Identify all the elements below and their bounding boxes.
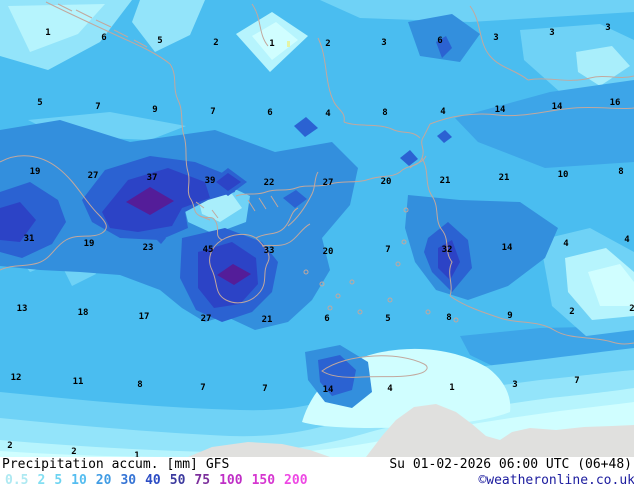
scale-value-200: 200 <box>284 473 308 488</box>
scale-value-40: 40 <box>145 473 161 488</box>
scale-value-10: 10 <box>71 473 87 488</box>
copyright-credit: ©weatheronline.co.uk <box>478 473 634 488</box>
valid-datetime: Su 01-02-2026 06:00 UTC (06+48) <box>389 457 632 472</box>
legend-title: Precipitation accum. <box>2 457 159 472</box>
legend-title-row: Precipitation accum. [mm] GFS Su 01-02-2… <box>0 457 632 473</box>
legend-unit: [mm] <box>166 457 198 472</box>
scale-value-0.5: 0.5 <box>5 473 29 488</box>
legend-title-group: Precipitation accum. [mm] GFS <box>2 457 229 473</box>
coastlines <box>0 1 634 378</box>
precipitation-map: 1 6 5 2 1 2 3 6 3 3 3 5 7 9 7 6 4 8 4 14 14 16 19 27 37 39 22 27 20 2… <box>0 0 634 461</box>
heavy-precip-cores <box>0 117 558 408</box>
legend-model: GFS <box>205 457 230 472</box>
precip-map-graphic <box>0 0 634 457</box>
scale-value-2: 2 <box>37 473 46 488</box>
color-scale: 0.5 2 5 10 20 30 40 50 75 100 150 200 <box>5 473 308 489</box>
dry-land-areas <box>188 404 634 457</box>
legend-scale-row: 0.5 2 5 10 20 30 40 50 75 100 150 200 ©weatheronlin… <box>0 473 634 489</box>
scale-value-100: 100 <box>219 473 243 488</box>
scale-value-50: 50 <box>169 473 186 488</box>
scale-value-75: 75 <box>194 473 211 488</box>
legend-bar: Precipitation accum. [mm] GFS Su 01-02-2… <box>0 457 634 490</box>
scale-value-5: 5 <box>54 473 63 488</box>
scale-value-30: 30 <box>120 473 137 488</box>
scale-value-20: 20 <box>95 473 112 488</box>
scale-value-150: 150 <box>251 473 276 488</box>
